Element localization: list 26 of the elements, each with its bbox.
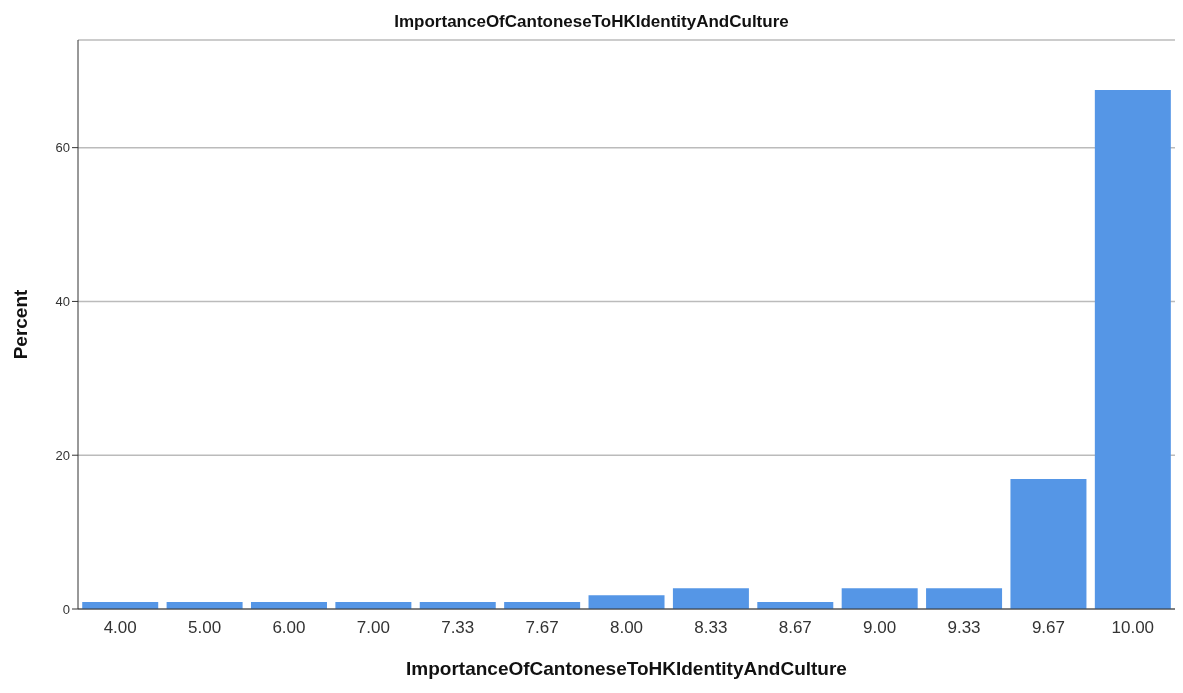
x-tick-label: 7.00: [356, 618, 390, 638]
bar: [588, 595, 665, 609]
y-axis-title: Percent: [9, 288, 31, 360]
x-tick-label: 9.33: [947, 618, 981, 638]
bar: [672, 588, 749, 609]
y-tick-label: 0: [62, 601, 70, 617]
x-tick-label: 9.00: [863, 618, 897, 638]
x-tick-label: 8.00: [609, 618, 644, 638]
x-tick-label: 7.67: [525, 618, 559, 638]
bar: [1010, 479, 1087, 609]
bar: [1094, 89, 1171, 609]
x-tick-label: 8.67: [778, 618, 812, 638]
y-tick-label: 20: [55, 447, 70, 463]
x-tick-label: 7.33: [441, 618, 475, 638]
y-tick-label: 40: [55, 294, 70, 310]
x-tick-label: 6.00: [272, 618, 306, 638]
chart-title: ImportanceOfCantoneseToHKIdentityAndCulture: [393, 12, 790, 32]
x-tick-label: 9.67: [1031, 618, 1065, 638]
x-axis-title: ImportanceOfCantoneseToHKIdentityAndCulture: [406, 658, 847, 679]
x-tick-label: 5.00: [188, 618, 222, 638]
x-tick-label: 4.00: [103, 618, 137, 638]
bar: [841, 588, 918, 609]
bar: [926, 588, 1003, 609]
y-tick-label: 60: [55, 140, 70, 156]
x-tick-label: 8.33: [694, 618, 728, 638]
x-tick-label: 10.00: [1111, 618, 1155, 638]
